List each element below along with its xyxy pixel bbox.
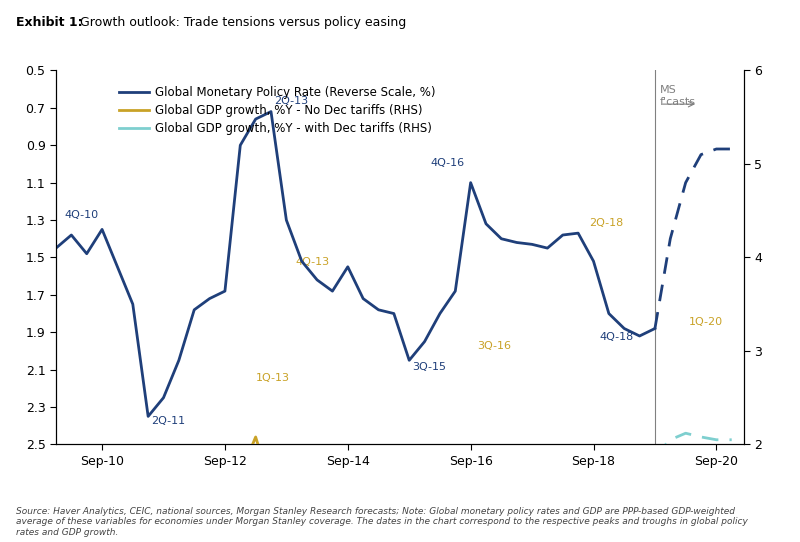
Text: 1Q-20: 1Q-20 bbox=[689, 317, 723, 327]
Text: 4Q-16: 4Q-16 bbox=[430, 158, 465, 168]
Text: MS
f'casts: MS f'casts bbox=[660, 86, 696, 107]
Text: 1Q-13: 1Q-13 bbox=[256, 373, 290, 383]
Text: 4Q-13: 4Q-13 bbox=[295, 257, 330, 267]
Text: 3Q-16: 3Q-16 bbox=[477, 341, 510, 351]
Text: 4Q-10: 4Q-10 bbox=[65, 210, 99, 220]
Text: Source: Haver Analytics, CEIC, national sources, Morgan Stanley Research forecas: Source: Haver Analytics, CEIC, national … bbox=[16, 507, 748, 537]
Text: 4Q-18: 4Q-18 bbox=[600, 332, 634, 341]
Text: Growth outlook: Trade tensions versus policy easing: Growth outlook: Trade tensions versus po… bbox=[80, 16, 406, 29]
Text: 2Q-11: 2Q-11 bbox=[151, 416, 186, 426]
Text: Exhibit 1:: Exhibit 1: bbox=[16, 16, 82, 29]
Text: 2Q-18: 2Q-18 bbox=[590, 218, 623, 228]
Legend: Global Monetary Policy Rate (Reverse Scale, %), Global GDP growth, %Y - No Dec t: Global Monetary Policy Rate (Reverse Sca… bbox=[117, 84, 438, 137]
Text: 3Q-15: 3Q-15 bbox=[412, 362, 446, 372]
Text: 2Q-13: 2Q-13 bbox=[274, 96, 308, 106]
